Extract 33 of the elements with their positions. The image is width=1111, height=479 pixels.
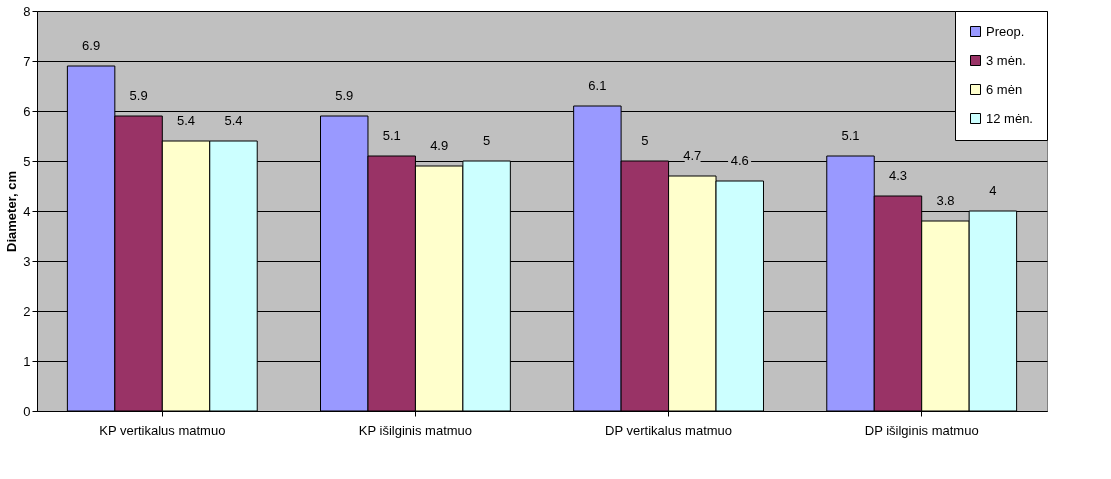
data-label: 5.1	[841, 128, 860, 143]
y-tick-label: 2	[23, 303, 31, 319]
x-tick-label: DP išilginis matmuo	[864, 422, 979, 438]
data-label: 5.1	[382, 128, 401, 143]
x-tick-label: KP vertikalus matmuo	[99, 422, 226, 438]
y-tick-label: 4	[23, 203, 31, 219]
x-tick-label: KP išilginis matmuo	[358, 422, 473, 438]
data-label: 4.7	[683, 148, 702, 163]
y-tick-label: 0	[23, 403, 31, 419]
y-tick-label: 7	[23, 53, 31, 69]
data-label: 6.1	[588, 78, 607, 93]
legend-label: 6 mėn	[986, 81, 1023, 97]
data-label: 4.9	[430, 138, 449, 153]
y-tick-label: 6	[23, 103, 31, 119]
data-label: 3.8	[936, 193, 955, 208]
y-tick-label: 3	[23, 253, 31, 269]
data-label: 5.4	[224, 113, 243, 128]
data-label: 4.3	[888, 168, 908, 183]
data-label: 5.9	[129, 88, 148, 103]
legend-label: 3 mėn.	[986, 52, 1026, 68]
y-axis-title: Diameter, cm	[4, 171, 20, 252]
data-label: 5.4	[176, 113, 196, 128]
y-tick-label: 5	[23, 153, 31, 169]
data-label: 5	[641, 133, 649, 148]
x-tick-label: DP vertikalus matmuo	[605, 422, 733, 438]
y-tick-label: 1	[23, 353, 31, 369]
data-label: 6.9	[82, 38, 101, 53]
y-tick-label: 8	[23, 3, 31, 19]
legend-label: Preop.	[986, 23, 1025, 39]
data-label: 5	[483, 133, 491, 148]
legend-label: 12 mėn.	[986, 110, 1033, 126]
data-label: 5.9	[335, 88, 354, 103]
data-label: 4	[989, 183, 997, 198]
